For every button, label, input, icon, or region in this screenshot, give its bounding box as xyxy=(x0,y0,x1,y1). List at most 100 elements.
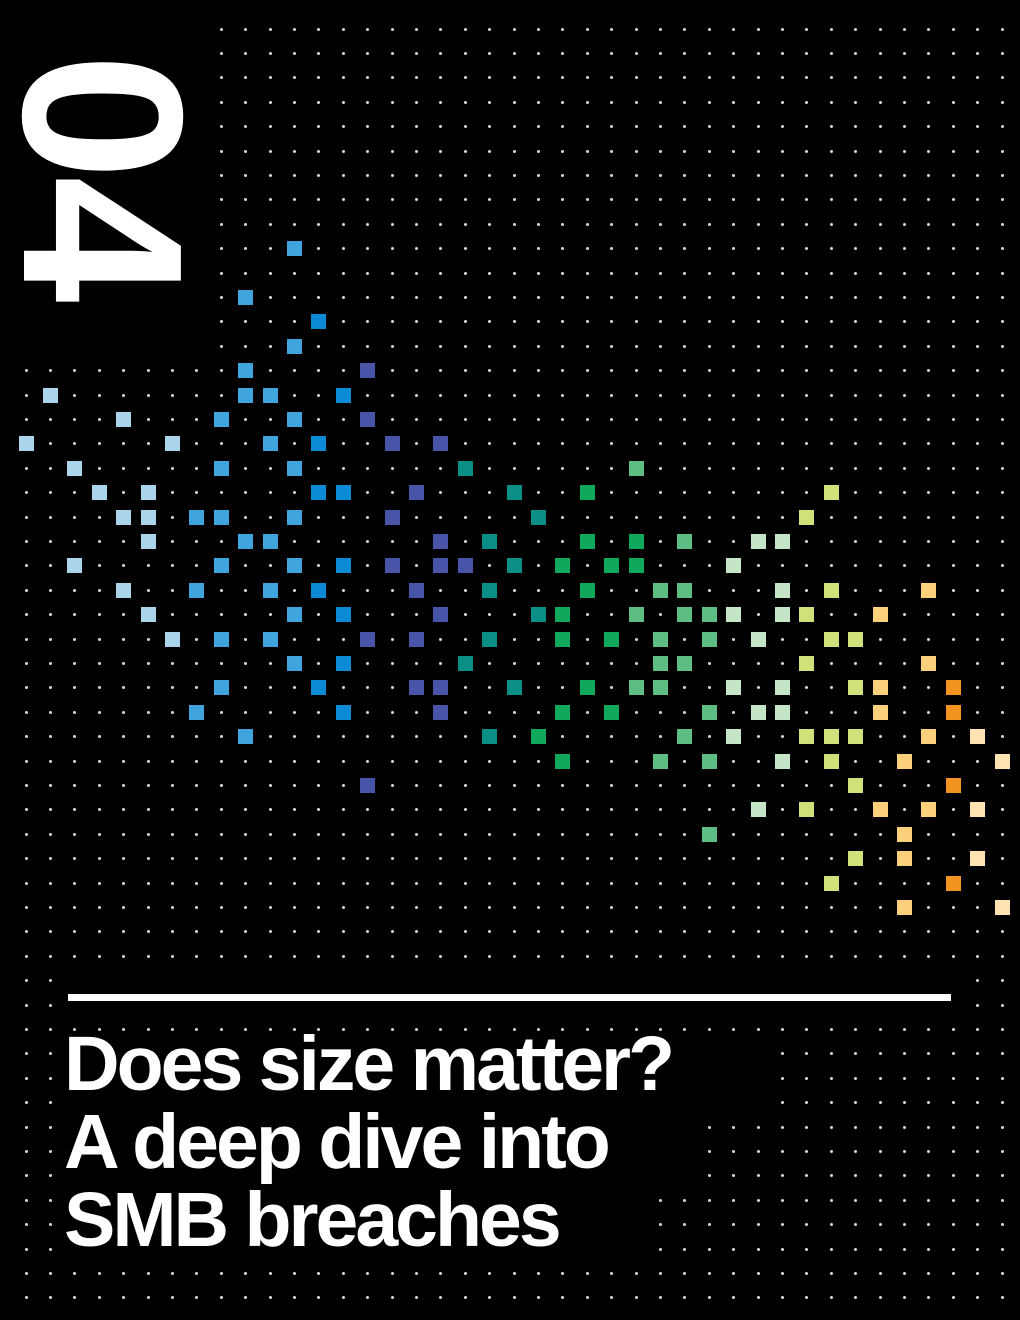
grid-dot xyxy=(780,51,784,55)
grid-dot xyxy=(902,295,906,299)
grid-dot xyxy=(951,320,955,324)
grid-dot xyxy=(292,295,296,299)
grid-dot xyxy=(24,808,28,812)
grid-dot xyxy=(976,149,980,153)
grid-dot xyxy=(463,588,467,592)
grid-dot xyxy=(634,905,638,909)
pixel-square xyxy=(408,485,424,501)
grid-dot xyxy=(610,881,614,885)
grid-dot xyxy=(1000,783,1004,787)
grid-dot xyxy=(878,1125,882,1129)
grid-dot xyxy=(244,198,248,202)
grid-dot xyxy=(976,1076,980,1080)
grid-dot xyxy=(707,100,711,104)
pixel-square xyxy=(726,729,742,745)
grid-dot xyxy=(390,637,394,641)
grid-dot xyxy=(439,149,443,153)
grid-dot xyxy=(878,198,882,202)
pixel-square xyxy=(848,729,864,745)
grid-dot xyxy=(976,442,980,446)
pixel-square xyxy=(262,533,278,549)
grid-dot xyxy=(561,442,565,446)
pixel-square xyxy=(286,411,302,427)
grid-dot xyxy=(366,344,370,348)
grid-dot xyxy=(268,173,272,177)
grid-dot xyxy=(439,417,443,421)
grid-dot xyxy=(1000,1076,1004,1080)
grid-dot xyxy=(756,905,760,909)
grid-dot xyxy=(951,1125,955,1129)
grid-dot xyxy=(658,271,662,275)
grid-dot xyxy=(24,466,28,470)
grid-dot xyxy=(610,539,614,543)
grid-dot xyxy=(536,344,540,348)
grid-dot xyxy=(707,27,711,31)
grid-dot xyxy=(366,1271,370,1275)
grid-dot xyxy=(219,759,223,763)
grid-dot xyxy=(707,173,711,177)
grid-dot xyxy=(610,417,614,421)
grid-dot xyxy=(536,369,540,373)
grid-dot xyxy=(463,51,467,55)
grid-dot xyxy=(976,954,980,958)
grid-dot xyxy=(292,783,296,787)
grid-dot xyxy=(536,271,540,275)
grid-dot xyxy=(927,954,931,958)
grid-dot xyxy=(561,27,565,31)
grid-dot xyxy=(24,1125,28,1129)
grid-dot xyxy=(219,808,223,812)
pixel-square xyxy=(555,753,571,769)
grid-dot xyxy=(732,247,736,251)
pixel-square xyxy=(140,533,156,549)
grid-dot xyxy=(683,954,687,958)
grid-dot xyxy=(219,1271,223,1275)
grid-dot xyxy=(488,1027,492,1031)
grid-dot xyxy=(341,539,345,543)
grid-dot xyxy=(927,832,931,836)
grid-dot xyxy=(780,1027,784,1031)
grid-dot xyxy=(219,222,223,226)
grid-dot xyxy=(707,222,711,226)
grid-dot xyxy=(854,1125,858,1129)
grid-dot xyxy=(634,125,638,129)
grid-dot xyxy=(341,295,345,299)
grid-dot xyxy=(48,661,52,665)
grid-dot xyxy=(341,808,345,812)
grid-dot xyxy=(219,100,223,104)
grid-dot xyxy=(854,198,858,202)
grid-dot xyxy=(48,1003,52,1007)
grid-dot xyxy=(756,198,760,202)
grid-dot xyxy=(634,173,638,177)
grid-dot xyxy=(488,710,492,714)
grid-dot xyxy=(170,491,174,495)
grid-dot xyxy=(927,344,931,348)
grid-dot xyxy=(610,1271,614,1275)
grid-dot xyxy=(976,27,980,31)
grid-dot xyxy=(24,1027,28,1031)
grid-dot xyxy=(536,76,540,80)
grid-dot xyxy=(24,832,28,836)
grid-dot xyxy=(805,466,809,470)
pixel-square xyxy=(238,387,254,403)
grid-dot xyxy=(756,832,760,836)
grid-dot xyxy=(488,661,492,665)
grid-dot xyxy=(536,539,540,543)
grid-dot xyxy=(634,661,638,665)
grid-dot xyxy=(244,491,248,495)
grid-dot xyxy=(292,686,296,690)
pixel-square xyxy=(896,826,912,842)
grid-dot xyxy=(48,417,52,421)
grid-dot xyxy=(244,125,248,129)
pixel-square xyxy=(140,607,156,623)
grid-dot xyxy=(97,808,101,812)
grid-dot xyxy=(634,1271,638,1275)
grid-dot xyxy=(488,417,492,421)
grid-dot xyxy=(73,905,77,909)
grid-dot xyxy=(658,613,662,617)
grid-dot xyxy=(97,637,101,641)
grid-dot xyxy=(1000,1003,1004,1007)
grid-dot xyxy=(146,393,150,397)
grid-dot xyxy=(512,198,516,202)
grid-dot xyxy=(366,588,370,592)
grid-dot xyxy=(683,881,687,885)
